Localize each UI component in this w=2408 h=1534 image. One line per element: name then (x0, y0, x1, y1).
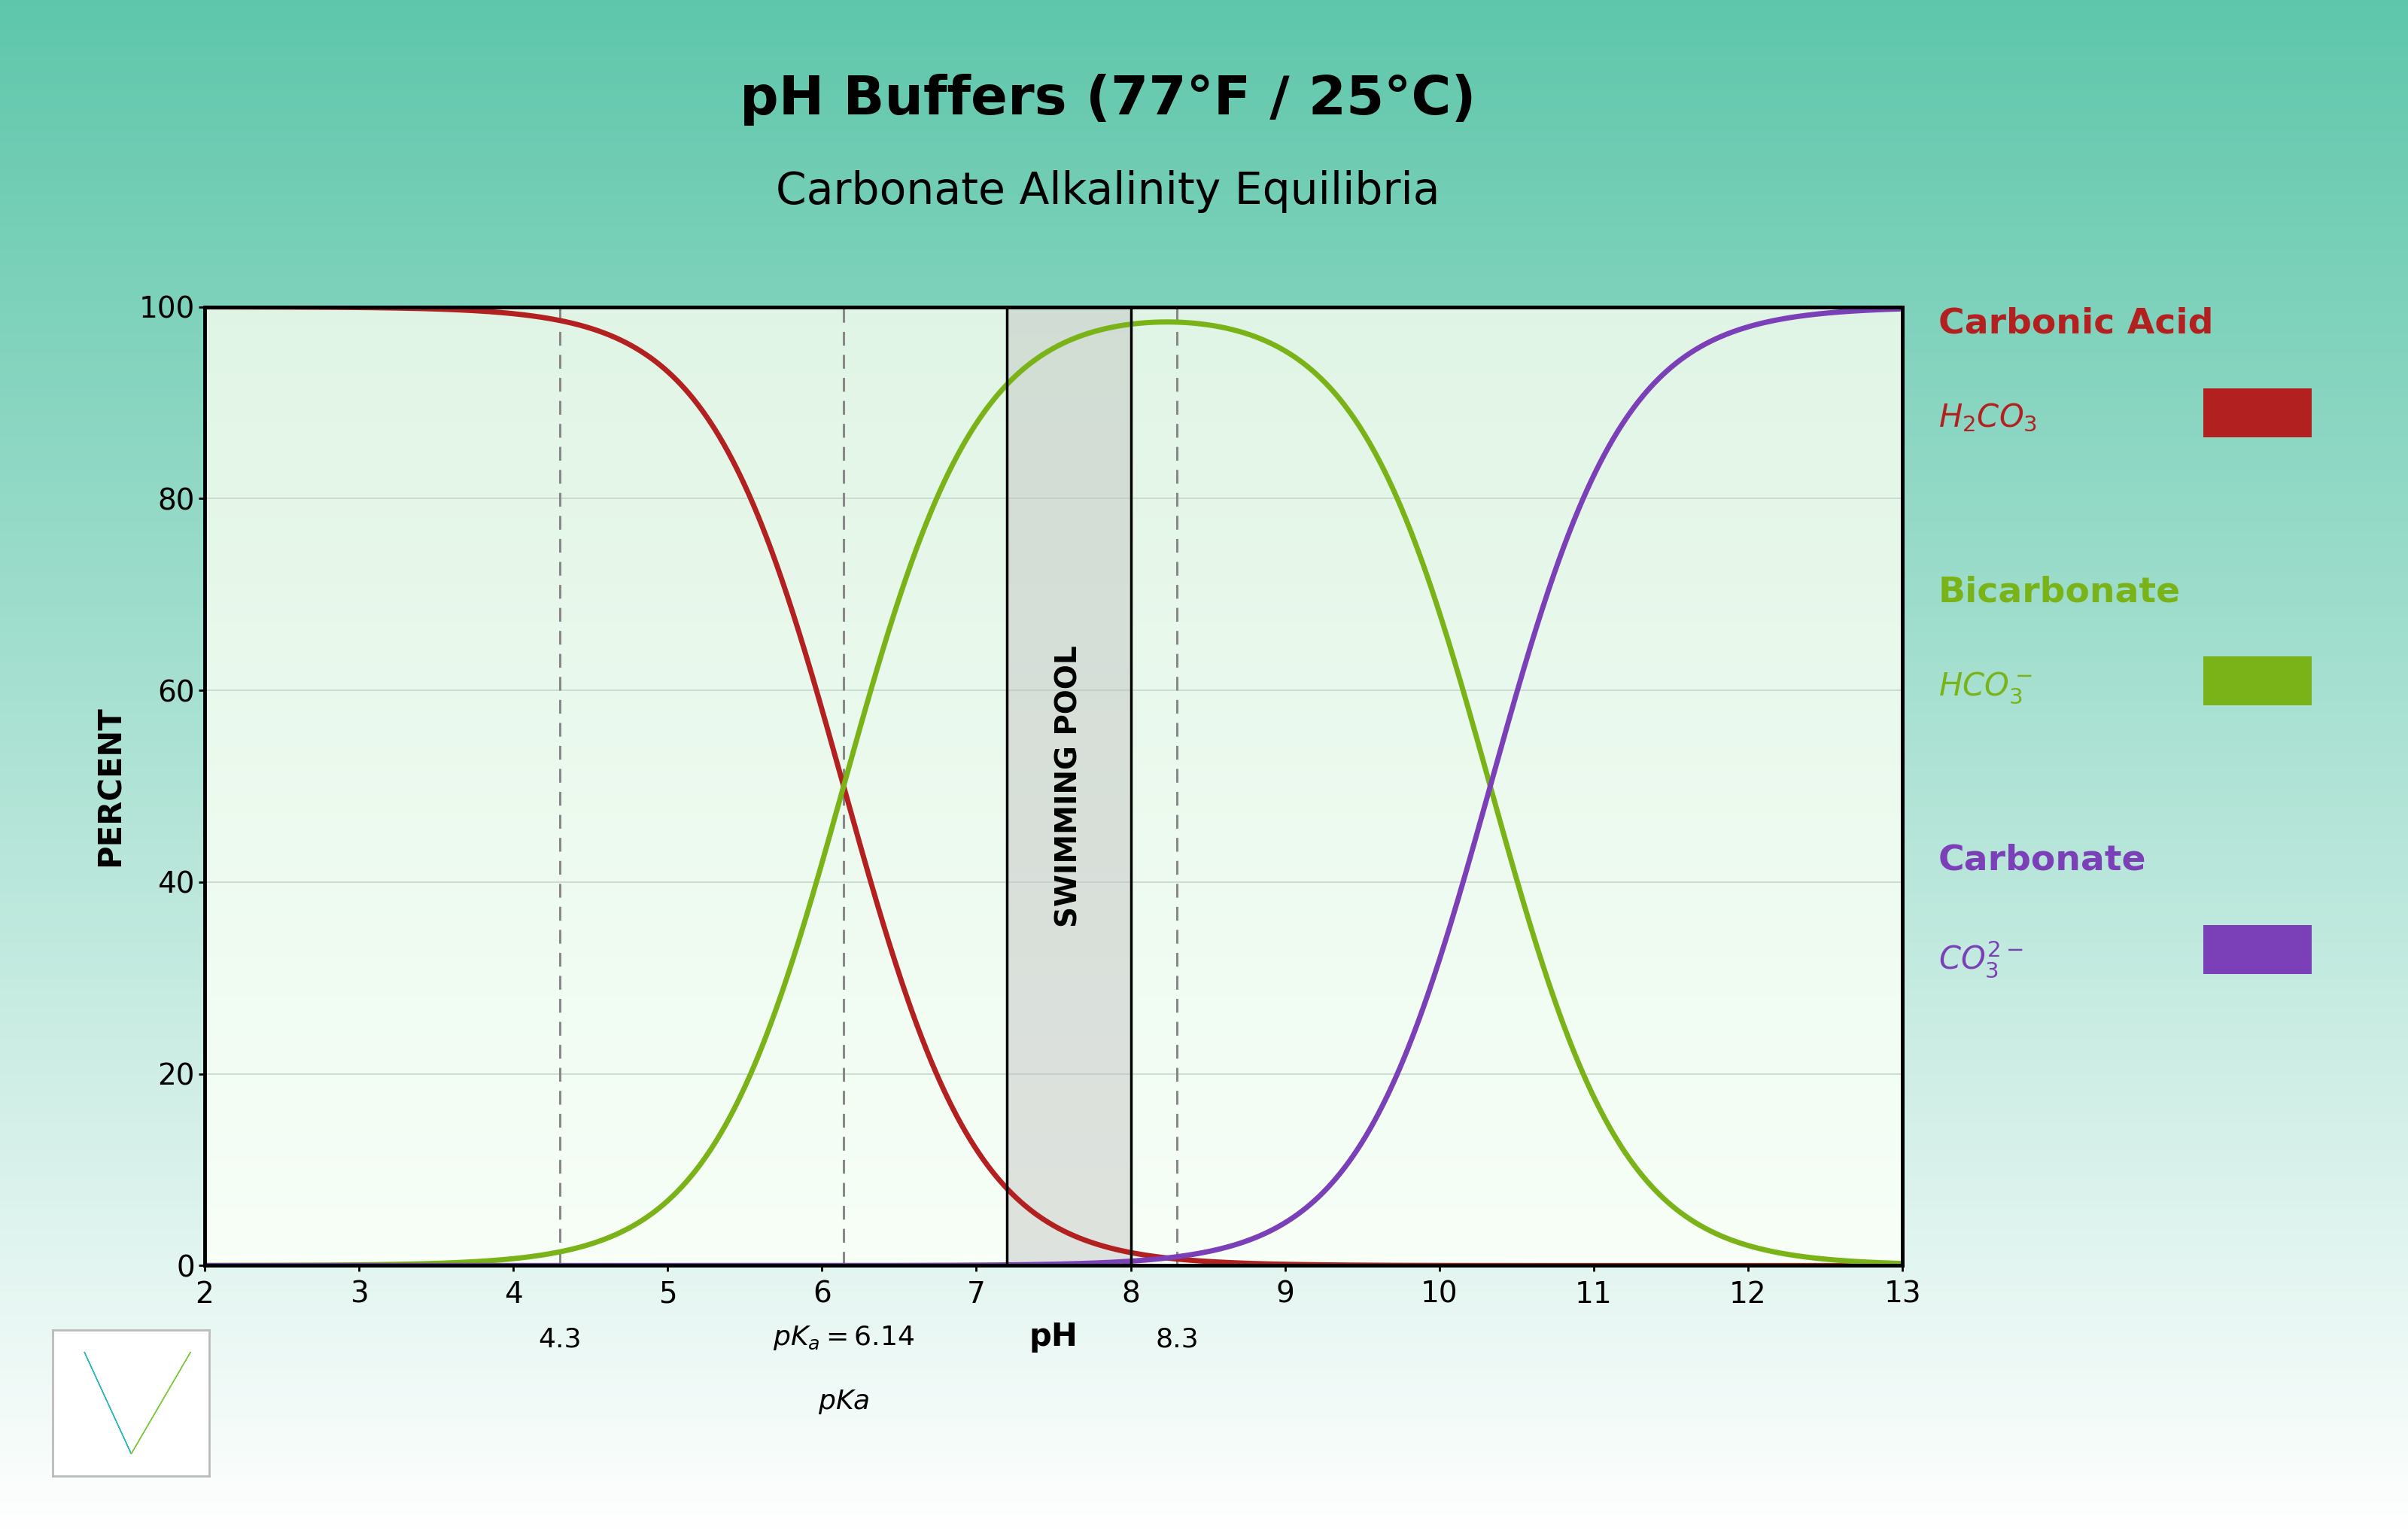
Text: $H_2CO_3$: $H_2CO_3$ (1938, 402, 2037, 434)
Text: Carbonic Acid: Carbonic Acid (1938, 307, 2213, 341)
Text: $pK_a = 6.14$: $pK_a = 6.14$ (773, 1324, 915, 1351)
Text: 8.3: 8.3 (1156, 1327, 1199, 1353)
Bar (1007, 307, 1132, 1266)
Y-axis label: PERCENT: PERCENT (94, 706, 125, 867)
Text: $CO_3^{2-}$: $CO_3^{2-}$ (1938, 939, 2023, 979)
Text: SWIMMING POOL: SWIMMING POOL (1055, 646, 1084, 927)
Polygon shape (130, 1351, 190, 1454)
Text: Carbonate Alkalinity Equilibria: Carbonate Alkalinity Equilibria (775, 170, 1440, 213)
Text: Bicarbonate: Bicarbonate (1938, 575, 2182, 609)
Polygon shape (84, 1351, 130, 1454)
Text: 4.3: 4.3 (537, 1327, 580, 1353)
Text: $HCO_3^-$: $HCO_3^-$ (1938, 670, 2032, 706)
Text: Carbonate: Carbonate (1938, 844, 2146, 877)
Text: $pKa$: $pKa$ (819, 1388, 869, 1416)
Text: pH Buffers (77°F / 25°C): pH Buffers (77°F / 25°C) (739, 74, 1476, 126)
X-axis label: pH: pH (1028, 1321, 1079, 1353)
